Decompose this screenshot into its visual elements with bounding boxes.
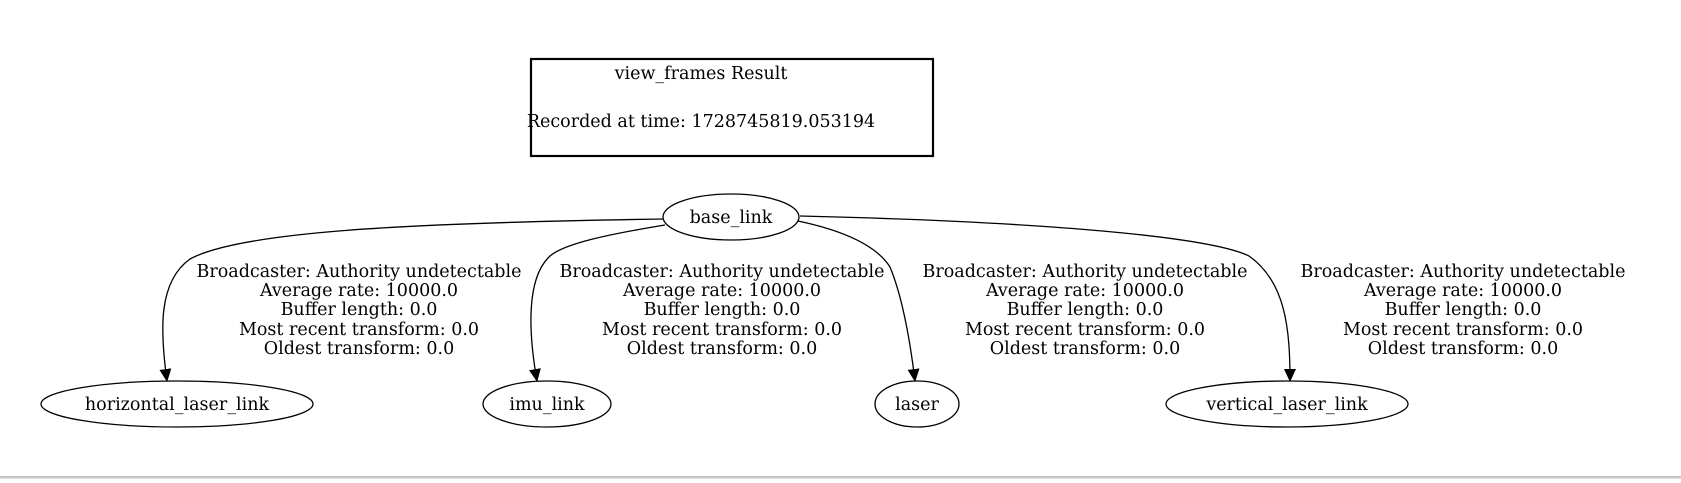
recorded-time: Recorded at time: 1728745819.053194 [527, 112, 875, 132]
title-box-border [529, 57, 935, 158]
edge-broadcaster: Broadcaster: Authority undetectable [1301, 262, 1626, 282]
node-label: vertical_laser_link [1205, 395, 1368, 415]
edge-average-rate: Average rate: 10000.0 [985, 281, 1184, 301]
node-label: horizontal_laser_link [85, 395, 270, 415]
edge-oldest-transform: Oldest transform: 0.0 [990, 339, 1180, 359]
edge-buffer-length: Buffer length: 0.0 [1007, 300, 1164, 320]
edge-base-to-laser [797, 220, 920, 382]
title-box: view_frames Result Recorded at time: 172… [527, 57, 935, 158]
node-label: base_link [690, 208, 773, 228]
node-base-link: base_link [662, 193, 800, 241]
edge-broadcaster: Broadcaster: Authority undetectable [923, 262, 1248, 282]
edge-base-to-horizontal-laser-link [159, 218, 664, 382]
node-label: laser [895, 395, 939, 415]
edge-average-rate: Average rate: 10000.0 [622, 281, 821, 301]
node-horizontal-laser-link: horizontal_laser_link [40, 380, 314, 428]
edge-most-recent-transform: Most recent transform: 0.0 [602, 320, 842, 340]
edge-label-vertical-laser-link: Broadcaster: Authority undetectable Aver… [1301, 262, 1626, 359]
edge-broadcaster: Broadcaster: Authority undetectable [197, 262, 522, 282]
edge-oldest-transform: Oldest transform: 0.0 [1368, 339, 1558, 359]
edge-most-recent-transform: Most recent transform: 0.0 [1343, 320, 1583, 340]
node-imu-link: imu_link [482, 380, 612, 428]
edge-buffer-length: Buffer length: 0.0 [1385, 300, 1542, 320]
node-laser: laser [874, 380, 960, 428]
bottom-border [0, 476, 1681, 479]
node-label: imu_link [509, 395, 585, 415]
edge-broadcaster: Broadcaster: Authority undetectable [560, 262, 885, 282]
edge-base-to-imu-link [529, 224, 666, 382]
edge-label-imu-link: Broadcaster: Authority undetectable Aver… [560, 262, 885, 359]
edge-most-recent-transform: Most recent transform: 0.0 [239, 320, 479, 340]
edge-buffer-length: Buffer length: 0.0 [281, 300, 438, 320]
edge-label-horizontal-laser-link: Broadcaster: Authority undetectable Aver… [197, 262, 522, 359]
edge-most-recent-transform: Most recent transform: 0.0 [965, 320, 1205, 340]
edge-oldest-transform: Oldest transform: 0.0 [264, 339, 454, 359]
edge-base-to-vertical-laser-link [799, 215, 1296, 382]
edge-oldest-transform: Oldest transform: 0.0 [627, 339, 817, 359]
edge-average-rate: Average rate: 10000.0 [1363, 281, 1562, 301]
node-vertical-laser-link: vertical_laser_link [1165, 380, 1409, 428]
diagram-title: view_frames Result [614, 64, 788, 84]
edges [159, 215, 1296, 382]
edge-buffer-length: Buffer length: 0.0 [644, 300, 801, 320]
edge-label-laser: Broadcaster: Authority undetectable Aver… [923, 262, 1248, 359]
edge-average-rate: Average rate: 10000.0 [259, 281, 458, 301]
